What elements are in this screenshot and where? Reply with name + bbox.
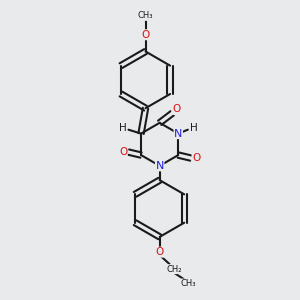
Text: O: O xyxy=(155,247,164,257)
Text: CH₃: CH₃ xyxy=(138,11,153,20)
Text: O: O xyxy=(192,153,200,163)
Text: CH₃: CH₃ xyxy=(181,279,197,288)
Text: N: N xyxy=(174,129,182,139)
Text: H: H xyxy=(119,123,126,133)
Text: CH₂: CH₂ xyxy=(166,265,182,274)
Text: O: O xyxy=(119,147,127,157)
Text: O: O xyxy=(172,104,180,114)
Text: H: H xyxy=(190,123,198,133)
Text: N: N xyxy=(155,161,164,171)
Text: O: O xyxy=(141,30,150,40)
